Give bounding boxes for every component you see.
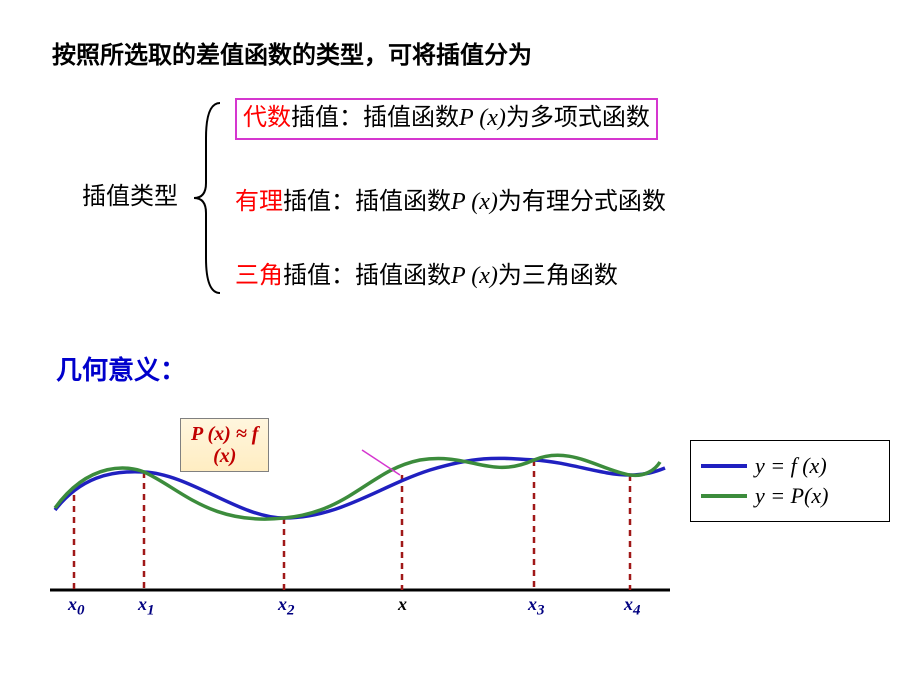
type3-red: 三角 (235, 263, 283, 289)
brace-icon (190, 98, 230, 298)
type1-arg: (x) (473, 105, 506, 131)
type1-func: P (459, 105, 473, 131)
type2-arg: (x) (465, 189, 498, 215)
interpolation-graph (40, 400, 680, 630)
type3-arg: (x) (465, 263, 498, 289)
callout-rest: (x) ≈ f (202, 423, 258, 445)
type-trig: 三角插值：插值函数P (x)为三角函数 (235, 260, 618, 294)
label-x3: x3 (528, 594, 545, 620)
label-x1: x1 (138, 594, 155, 620)
type3-text-b: 为三角函数 (498, 263, 618, 289)
type2-text-b: 为有理分式函数 (498, 189, 666, 215)
type1-red: 代数 (243, 105, 291, 131)
legend-text-fx: y = f (x) (755, 453, 827, 479)
heading-text: 按照所选取的差值函数的类型，可将插值分为 (52, 35, 532, 70)
geometric-meaning-label: 几何意义： (56, 350, 186, 387)
type2-func: P (451, 189, 465, 215)
type2-text-a: 插值：插值函数 (283, 189, 451, 215)
label-x: x (398, 594, 407, 615)
legend-text-px: y = P(x) (755, 483, 828, 509)
callout-line2: (x) (191, 445, 258, 467)
label-x4: x4 (624, 594, 641, 620)
legend-row-px: y = P(x) (701, 483, 879, 509)
callout-pointer (362, 450, 400, 475)
type-rational: 有理插值：插值函数P (x)为有理分式函数 (235, 186, 755, 220)
legend-swatch-green (701, 494, 747, 498)
label-x0: x0 (68, 594, 85, 620)
callout-p: P (191, 423, 202, 445)
type3-func: P (451, 263, 465, 289)
types-label: 插值类型 (82, 176, 178, 211)
type2-red: 有理 (235, 189, 283, 215)
type-algebraic: 代数插值：插值函数P (x)为多项式函数 (235, 98, 658, 140)
legend-swatch-blue (701, 464, 747, 468)
type1-text-a: 插值：插值函数 (291, 105, 459, 131)
legend: y = f (x) y = P(x) (690, 440, 890, 522)
legend-row-fx: y = f (x) (701, 453, 879, 479)
type3-text-a: 插值：插值函数 (283, 263, 451, 289)
label-x2: x2 (278, 594, 295, 620)
graph-area: P (x) ≈ f (x) x0 x1 x2 x x3 x4 (40, 400, 680, 630)
type1-text-b: 为多项式函数 (506, 105, 650, 131)
callout-box: P (x) ≈ f (x) (180, 418, 269, 472)
